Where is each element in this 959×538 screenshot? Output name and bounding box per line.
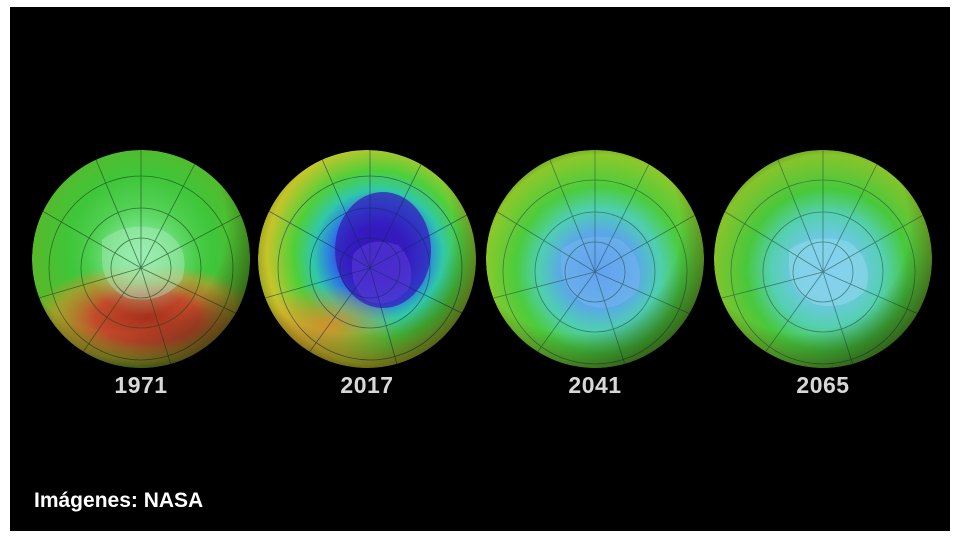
globe-2017	[258, 150, 476, 368]
image-credit: Imágenes: NASA	[34, 489, 204, 512]
ozone-map-1971	[32, 150, 250, 368]
ozone-map-2041	[486, 150, 704, 368]
globe-2065	[714, 150, 932, 368]
ozone-map-2065	[714, 150, 932, 368]
globe-2041	[486, 150, 704, 368]
ozone-map-2017	[258, 150, 476, 368]
year-label-2065: 2065	[796, 372, 850, 398]
image-frame: 1971 2017 2041 2065 Imágenes: NASA	[10, 7, 950, 531]
year-label-2041: 2041	[568, 372, 622, 398]
ozone-globes: 1971 2017 2041 2065	[10, 7, 950, 531]
globe-1971	[32, 150, 250, 368]
year-label-2017: 2017	[340, 372, 394, 398]
year-label-1971: 1971	[114, 372, 168, 398]
